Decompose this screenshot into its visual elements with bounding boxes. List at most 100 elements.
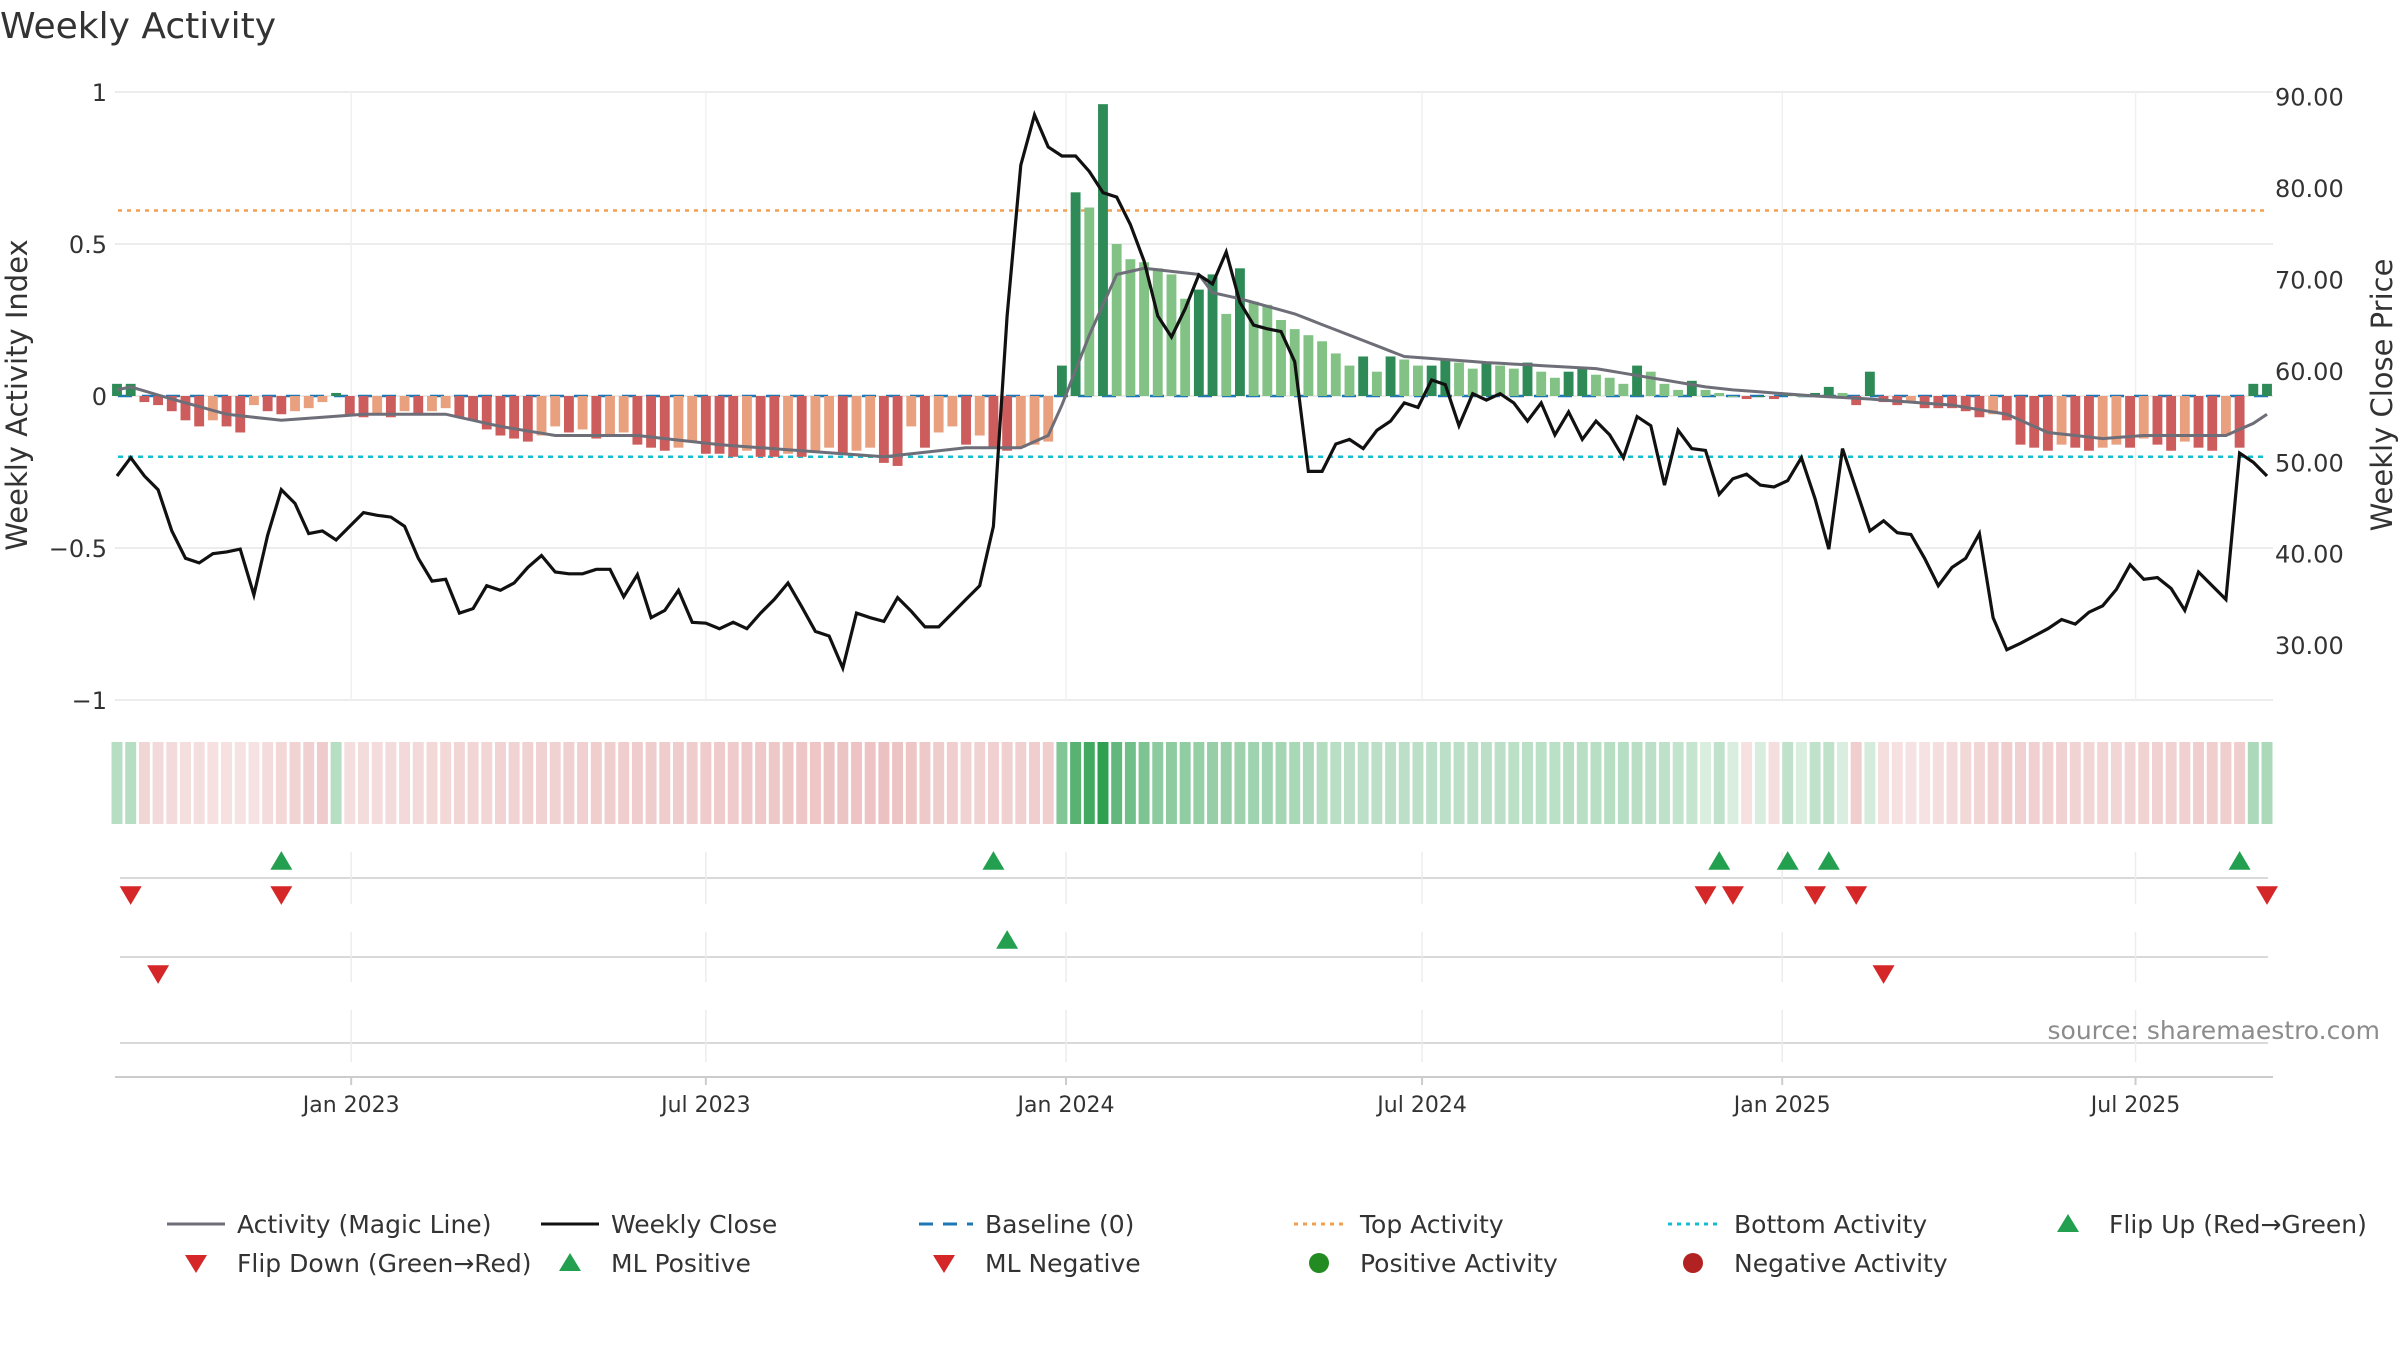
heatmap-cell — [1480, 742, 1492, 824]
heatmap-cell — [796, 742, 808, 824]
weekly-close-series — [115, 110, 2269, 674]
heatmap-cell — [1234, 742, 1246, 824]
left-y-ticks: −1 −0.5 0 0.5 1 — [49, 79, 107, 715]
left-y-tick-label: 0.5 — [69, 231, 107, 259]
heatmap-cell — [1412, 742, 1424, 824]
heatmap-cell — [385, 742, 397, 824]
heatmap-cell — [111, 742, 123, 824]
activity-bar — [221, 396, 232, 427]
activity-bar — [1015, 396, 1026, 448]
heatmap-cell — [2083, 742, 2095, 824]
activity-bar — [2262, 383, 2272, 396]
ml-negative-marker — [1872, 965, 1895, 984]
heatmap-cell — [700, 742, 712, 824]
heatmap-cell — [1631, 742, 1643, 824]
heatmap-cell — [2042, 742, 2054, 824]
activity-bar — [961, 396, 971, 445]
activity-bar — [646, 396, 657, 448]
activity-bar — [153, 396, 164, 406]
reference-lines — [118, 209, 2268, 459]
heatmap-cell — [262, 742, 274, 824]
heatmap-cell — [1837, 742, 1848, 824]
heatmap-cell — [1973, 742, 1985, 824]
activity-bar — [290, 396, 300, 412]
heatmap-cell — [1165, 742, 1177, 824]
activity-bar — [810, 396, 821, 451]
activity-bar — [2125, 396, 2135, 448]
activity-bar — [1700, 389, 1711, 396]
heatmap-cell — [837, 742, 849, 824]
activity-bar — [1084, 207, 1095, 396]
activity-bar — [1851, 396, 1862, 406]
activity-bar — [440, 396, 451, 409]
activity-bar — [1604, 377, 1615, 396]
heatmap-cell — [851, 742, 862, 824]
heatmap-cell — [1686, 742, 1698, 824]
activity-bar — [249, 396, 259, 406]
heatmap-cell — [1385, 742, 1397, 824]
heatmap-cell — [1302, 742, 1314, 824]
activity-bar — [413, 396, 424, 415]
heatmap-cell — [1261, 742, 1273, 824]
activity-bar — [1303, 335, 1314, 396]
heatmap-cell — [549, 742, 561, 824]
activity-bar — [2234, 396, 2245, 448]
activity-bar — [1385, 356, 1396, 396]
left-y-tick-label: −1 — [72, 687, 107, 715]
heatmap-cell — [166, 742, 178, 824]
heatmap-cell — [1275, 742, 1287, 824]
chart-title: Weekly Activity — [0, 6, 276, 47]
heatmap-cell — [987, 742, 999, 824]
activity-bar — [1262, 304, 1273, 396]
heatmap-cell — [1398, 742, 1410, 824]
activity-bar — [892, 396, 903, 466]
legend-label: ML Positive — [611, 1249, 751, 1278]
legend-label: Flip Up (Red→Green) — [2109, 1210, 2367, 1239]
heatmap-cell — [1809, 742, 1821, 824]
heatmap-cell — [467, 742, 479, 824]
activity-bar — [1152, 268, 1163, 396]
activity-bar — [1207, 274, 1218, 396]
heatmap-cell — [330, 742, 342, 824]
activity-bar — [2001, 396, 2012, 421]
activity-bar — [372, 396, 383, 415]
heatmap-cell — [1905, 742, 1917, 824]
flip-down-marker — [1721, 886, 1744, 905]
heatmap-cell — [1891, 742, 1903, 824]
ml-negative-marker — [147, 965, 170, 984]
activity-bar — [1317, 341, 1328, 396]
heatmap-cell — [508, 742, 520, 824]
legend-label: ML Negative — [985, 1249, 1141, 1278]
activity-bar — [1029, 396, 1040, 445]
activity-bar — [180, 396, 191, 421]
activity-bar — [303, 396, 314, 409]
heatmap-cell — [1864, 742, 1876, 824]
activity-bar — [1070, 192, 1081, 396]
activity-bar — [1974, 396, 1985, 418]
heatmap-cell — [522, 742, 534, 824]
activity-bar — [207, 396, 218, 421]
activity-bar — [2056, 396, 2067, 445]
activity-bar — [2248, 383, 2259, 396]
flip-up-marker — [2228, 851, 2251, 870]
activity-bar — [1960, 396, 1971, 412]
heatmap-cell — [1590, 742, 1602, 824]
heatmap-cell — [207, 742, 219, 824]
flip-up-marker — [270, 851, 293, 870]
heatmap-cell — [138, 742, 150, 824]
heatmap-cell — [2206, 742, 2218, 824]
heatmap-cell — [1439, 742, 1451, 824]
activity-bar — [673, 396, 684, 448]
activity-bar — [1864, 371, 1875, 396]
heatmap-cell — [618, 742, 630, 824]
right-y-tick-label: 60.00 — [2275, 358, 2344, 386]
heatmap-cell — [1932, 742, 1944, 824]
activity-bar — [1180, 298, 1191, 396]
heatmap-cell — [494, 742, 506, 824]
heatmap-cell — [2110, 742, 2122, 824]
activity-bar — [1536, 371, 1547, 396]
heatmap-cell — [631, 742, 643, 824]
activity-bar — [1741, 396, 1752, 400]
activity-bar — [509, 396, 520, 439]
heatmap-cell — [426, 742, 438, 824]
